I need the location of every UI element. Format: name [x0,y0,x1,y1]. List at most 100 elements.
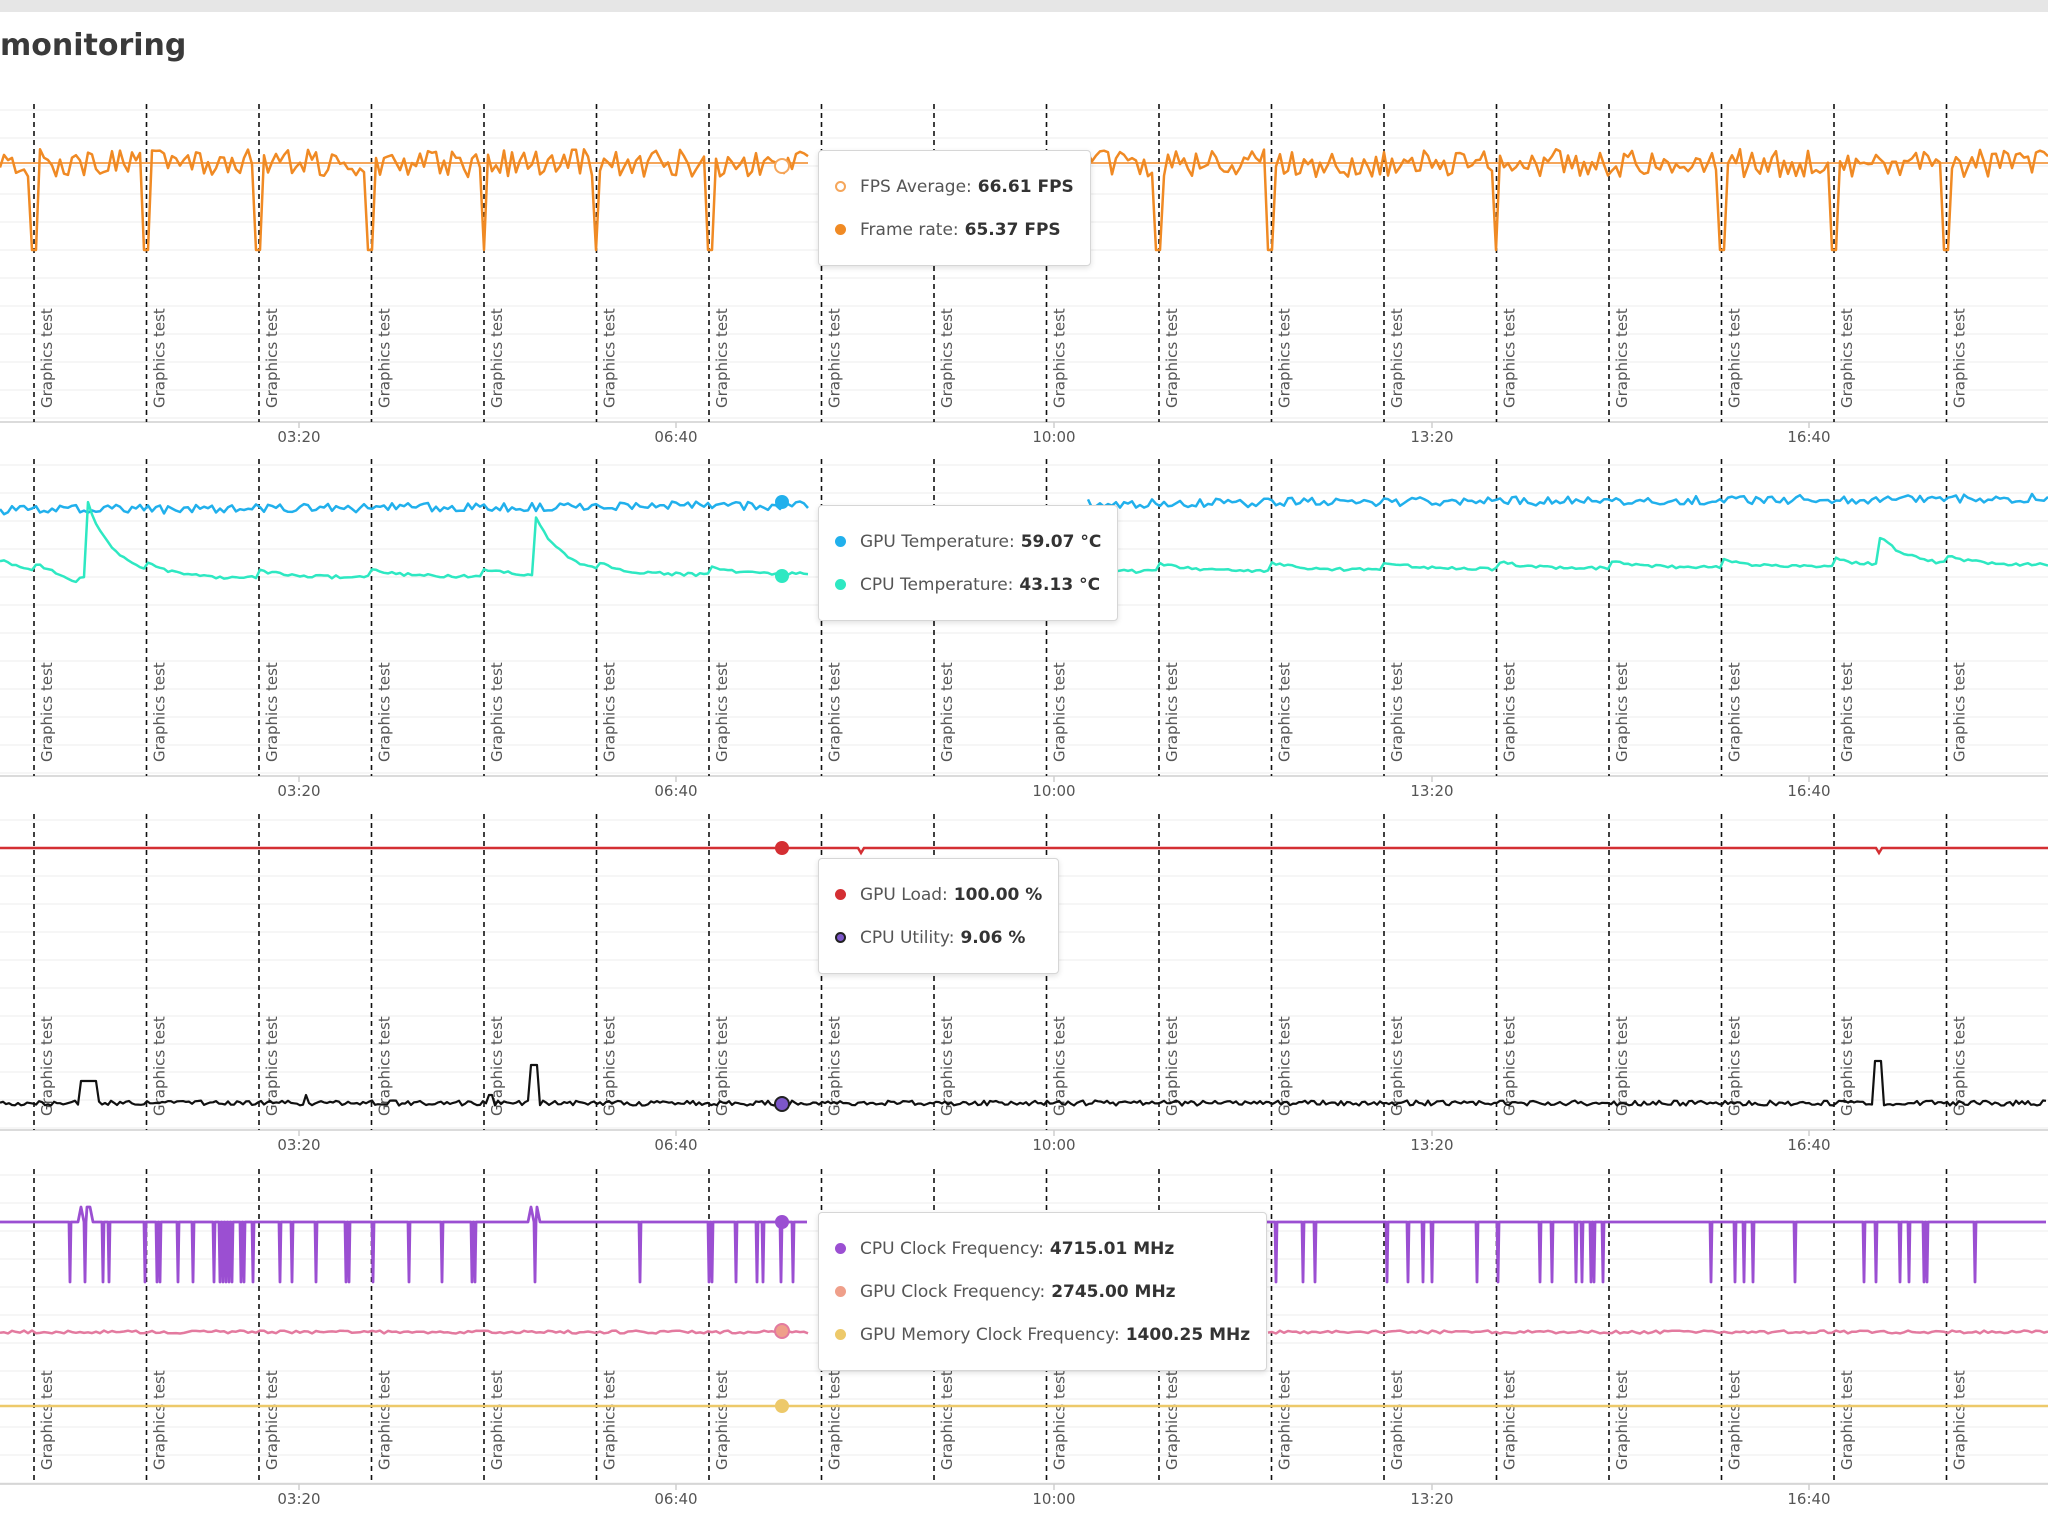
tooltip-value: 2745.00 MHz [1051,1281,1176,1302]
tooltip-fps: FPS Average: 66.61 FPS Frame rate: 65.37 F… [818,150,1091,266]
tooltip-label: FPS Average: [860,176,972,197]
graphics-test-label: Graphics test [1276,662,1294,762]
graphics-test-label: Graphics test [1951,1370,1969,1470]
gpu-clock-line [0,1329,809,1335]
gpu-load-hover-point [775,841,789,855]
x-tick-label: 06:40 [654,1490,697,1508]
tooltip-label: CPU Clock Frequency: [860,1238,1044,1259]
tooltip-label: GPU Memory Clock Frequency: [860,1324,1120,1345]
gpu-temperature-line [1086,492,2048,510]
graphics-test-label: Graphics test [1163,1016,1181,1116]
x-tick-label: 03:20 [277,782,320,800]
graphics-test-label: Graphics test [1051,1016,1069,1116]
x-tick-label: 06:40 [654,428,697,446]
graphics-test-label: Graphics test [938,308,956,408]
graphics-test-label: Graphics test [1951,308,1969,408]
gpu-load-line [0,846,2048,856]
x-tick-label: 13:20 [1410,782,1453,800]
gpu-clock-line [1267,1329,2048,1335]
tooltip-row: CPU Temperature: 43.13 °C [835,563,1101,606]
graphics-test-label: Graphics test [826,1370,844,1470]
tooltip-value: 65.37 FPS [964,219,1061,240]
graphics-test-label: Graphics test [263,1370,281,1470]
graphics-test-label: Graphics test [1951,1016,1969,1116]
graphics-test-label: Graphics test [488,662,506,762]
graphics-test-label: Graphics test [1388,1370,1406,1470]
graphics-test-label: Graphics test [488,1370,506,1470]
tooltip-label: GPU Temperature: [860,531,1015,552]
graphics-test-label: Graphics test [601,662,619,762]
tooltip-row: CPU Utility: 9.06 % [835,916,1042,959]
gpu-mem-clock-hover-point [775,1399,789,1413]
gpu-clock-hover-point [774,1323,790,1339]
gpu-load-dot [835,889,846,900]
tooltip-value: 43.13 °C [1019,574,1101,595]
tooltip-temps: GPU Temperature: 59.07 °C CPU Temperature… [818,505,1119,621]
graphics-test-label: Graphics test [1726,1016,1744,1116]
tooltip-row: FPS Average: 66.61 FPS [835,165,1074,208]
cpu-utility-hover-point [774,1096,790,1112]
tooltip-clocks: CPU Clock Frequency: 4715.01 MHz GPU Cloc… [818,1212,1268,1371]
graphics-test-label: Graphics test [601,308,619,408]
tooltip-row: CPU Clock Frequency: 4715.01 MHz [835,1227,1250,1270]
graphics-test-label: Graphics test [488,1016,506,1116]
x-tick-label: 03:20 [277,1490,320,1508]
graphics-test-label: Graphics test [1388,662,1406,762]
tooltip-value: 59.07 °C [1020,531,1102,552]
frame-rate-line [0,148,809,252]
graphics-test-label: Graphics test [713,1370,731,1470]
gpu-temp-dot [835,536,846,547]
graphics-test-label: Graphics test [826,1016,844,1116]
cpu-temp-hover-point [775,569,789,583]
cpu-clock-hover-point [775,1215,789,1229]
graphics-test-label: Graphics test [263,1016,281,1116]
graphics-test-label: Graphics test [38,1370,56,1470]
frame-rate-line [1086,147,2048,252]
x-tick-label: 13:20 [1410,1490,1453,1508]
graphics-test-label: Graphics test [488,308,506,408]
graphics-test-label: Graphics test [1838,1370,1856,1470]
tooltip-value: 9.06 % [960,927,1026,948]
graphics-test-label: Graphics test [601,1370,619,1470]
x-tick-label: 13:20 [1410,1136,1453,1154]
x-tick-label: 06:40 [654,782,697,800]
graphics-test-label: Graphics test [1051,662,1069,762]
tooltip-label: Frame rate: [860,219,959,240]
graphics-test-label: Graphics test [1838,1016,1856,1116]
graphics-test-label: Graphics test [1726,1370,1744,1470]
tooltip-value: 1400.25 MHz [1125,1324,1251,1345]
graphics-test-label: Graphics test [826,308,844,408]
graphics-test-label: Graphics test [938,1016,956,1116]
graphics-test-label: Graphics test [376,662,394,762]
graphics-test-label: Graphics test [263,662,281,762]
graphics-test-label: Graphics test [1163,1370,1181,1470]
gpu-clock-dot [835,1286,846,1297]
page-title: monitoring [0,28,187,63]
x-tick-label: 10:00 [1032,1136,1075,1154]
graphics-test-label: Graphics test [1276,308,1294,408]
graphics-test-label: Graphics test [38,1016,56,1116]
graphics-test-label: Graphics test [1838,308,1856,408]
gpu-temperature-line [0,500,809,516]
graphics-test-label: Graphics test [1051,308,1069,408]
graphics-test-label: Graphics test [1613,662,1631,762]
tooltip-label: GPU Clock Frequency: [860,1281,1046,1302]
graphics-test-label: Graphics test [1613,1370,1631,1470]
top-bar [0,0,2048,12]
graphics-test-label: Graphics test [1613,308,1631,408]
tooltip-label: GPU Load: [860,884,948,905]
graphics-test-label: Graphics test [1613,1016,1631,1116]
graphics-test-label: Graphics test [151,308,169,408]
fps-average-dot [835,181,846,192]
cpu-utility-line [0,1059,2047,1107]
cpu-temp-dot [835,579,846,590]
graphics-test-label: Graphics test [1051,1370,1069,1470]
graphics-test-label: Graphics test [938,662,956,762]
graphics-test-label: Graphics test [1388,1016,1406,1116]
graphics-test-label: Graphics test [1163,662,1181,762]
x-tick-label: 16:40 [1787,1490,1830,1508]
graphics-test-label: Graphics test [38,308,56,408]
x-tick-label: 03:20 [277,428,320,446]
graphics-test-label: Graphics test [376,308,394,408]
